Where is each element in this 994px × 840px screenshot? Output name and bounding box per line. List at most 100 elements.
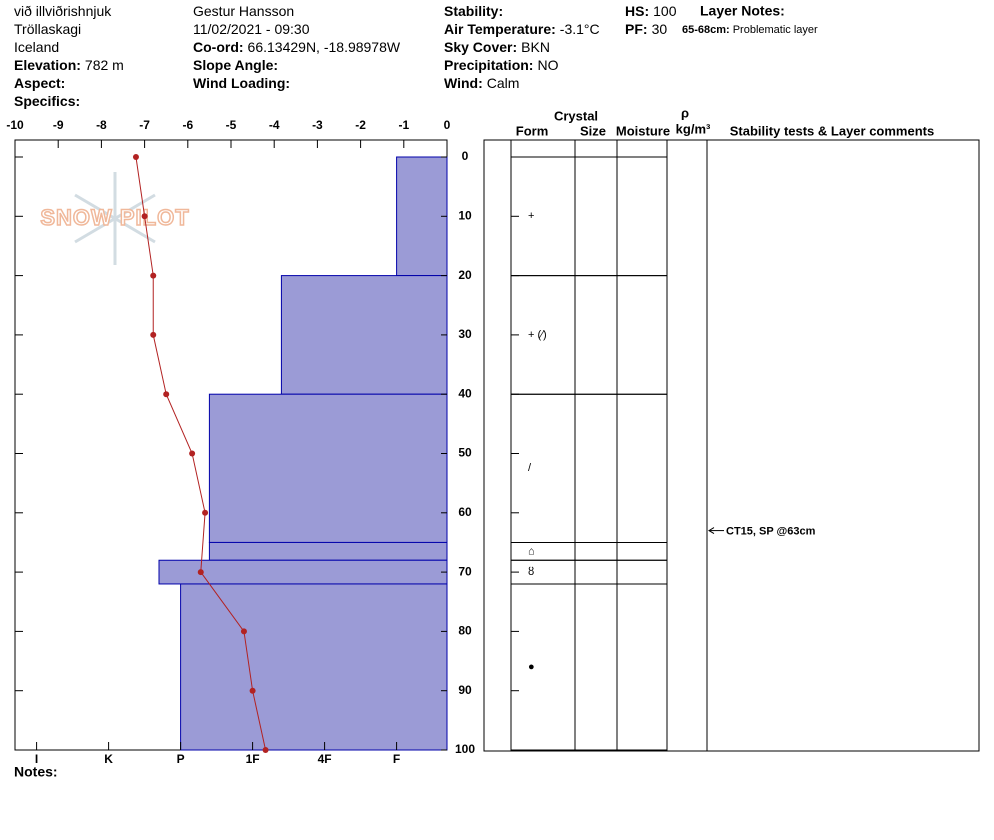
header-line: PF: 30 bbox=[625, 21, 667, 37]
header-label: Sky Cover: bbox=[444, 39, 517, 55]
y-tick-label: 60 bbox=[458, 505, 472, 519]
x-tick-label: -8 bbox=[96, 118, 107, 132]
header-value: Calm bbox=[487, 75, 520, 91]
column-header: Crystal bbox=[554, 108, 598, 123]
column-header: Stability tests & Layer comments bbox=[730, 123, 934, 138]
grain-form: ⌂ bbox=[528, 545, 535, 557]
temperature-point bbox=[249, 687, 256, 694]
layer-note-value: Problematic layer bbox=[733, 24, 818, 36]
y-tick-label: 10 bbox=[458, 208, 472, 222]
header-value: 66.13429N, -18.98978W bbox=[248, 39, 401, 55]
table-frame bbox=[483, 139, 980, 752]
hardness-bar bbox=[280, 275, 448, 395]
header-value: NO bbox=[537, 57, 558, 73]
temperature-point bbox=[189, 450, 196, 457]
header-label: Air Temperature: bbox=[444, 21, 556, 37]
layer-note: 65-68cm: Problematic layer bbox=[682, 24, 818, 36]
grain-form: ȣ bbox=[528, 566, 534, 578]
column-header: Size bbox=[580, 123, 606, 138]
hardness-bar bbox=[396, 156, 448, 277]
header-value: BKN bbox=[521, 39, 550, 55]
y-tick-label: 70 bbox=[458, 564, 472, 578]
hardness-tick-label: P bbox=[177, 752, 185, 766]
layer-note-label: 65-68cm: bbox=[682, 24, 730, 36]
y-tick-label: 20 bbox=[458, 268, 472, 282]
logo-text: SNOW PILOT bbox=[40, 205, 189, 230]
header-line: HS: 100 bbox=[625, 3, 677, 19]
header-line: Co-ord: 66.13429N, -18.98978W bbox=[193, 39, 401, 55]
layer-notes-title: Layer Notes: bbox=[700, 3, 785, 19]
y-tick-label: 100 bbox=[455, 742, 475, 756]
grain-form: + bbox=[528, 210, 534, 222]
header-label: Wind Loading: bbox=[193, 75, 290, 91]
header-line: Tröllaskagi bbox=[14, 21, 81, 37]
header-line: Elevation: 782 m bbox=[14, 57, 124, 73]
column-header: Moisture bbox=[616, 123, 670, 138]
y-tick-label: 80 bbox=[458, 624, 472, 638]
x-tick-label: -6 bbox=[182, 118, 193, 132]
header-text: við illviðrishnjuk bbox=[14, 3, 112, 19]
test-label: CT15, SP @63cm bbox=[726, 525, 816, 537]
header-value: 30 bbox=[652, 21, 668, 37]
header-line: við illviðrishnjuk bbox=[14, 3, 112, 19]
header-label: Stability: bbox=[444, 3, 503, 19]
header-line: Specifics: bbox=[14, 93, 80, 109]
header-label: Aspect: bbox=[14, 75, 65, 91]
hardness-tick-label: 1F bbox=[246, 752, 260, 766]
notes-label: Notes: bbox=[14, 764, 58, 780]
y-tick-label: 30 bbox=[458, 327, 472, 341]
hardness-bar bbox=[208, 541, 448, 561]
column-header: ρ bbox=[681, 105, 689, 120]
x-tick-label: -5 bbox=[226, 118, 237, 132]
x-tick-label: -2 bbox=[355, 118, 366, 132]
hardness-tick-label: 4F bbox=[318, 752, 332, 766]
header-label: Specifics: bbox=[14, 93, 80, 109]
header-value: 782 m bbox=[85, 57, 124, 73]
header-label: HS: bbox=[625, 3, 649, 19]
header-line: Air Temperature: -3.1°C bbox=[444, 21, 600, 37]
header-line: Iceland bbox=[14, 39, 59, 55]
hardness-tick-label: K bbox=[104, 752, 113, 766]
temperature-point bbox=[197, 569, 204, 576]
grain-form: + (⁄) bbox=[528, 329, 547, 341]
header-label: Co-ord: bbox=[193, 39, 244, 55]
temperature-point bbox=[141, 213, 148, 220]
y-tick-label: 40 bbox=[458, 386, 472, 400]
x-tick-label: -10 bbox=[6, 118, 24, 132]
hardness-tick-label: F bbox=[393, 752, 400, 766]
logo bbox=[74, 172, 156, 265]
header-text: 11/02/2021 - 09:30 bbox=[193, 21, 310, 37]
temperature-point bbox=[163, 391, 170, 398]
header-text: Tröllaskagi bbox=[14, 21, 81, 37]
temperature-point bbox=[150, 272, 157, 279]
temperature-point bbox=[262, 747, 269, 753]
header-value: 100 bbox=[653, 3, 677, 19]
x-tick-label: -1 bbox=[398, 118, 409, 132]
header-value: -3.1°C bbox=[560, 21, 600, 37]
header-text: Gestur Hansson bbox=[193, 3, 294, 19]
hardness-tick-label: I bbox=[35, 752, 38, 766]
test-arrowhead bbox=[708, 527, 715, 535]
y-tick-label: 0 bbox=[462, 149, 469, 163]
x-tick-label: -7 bbox=[139, 118, 150, 132]
header-line: Stability: bbox=[444, 3, 503, 19]
header-label: Precipitation: bbox=[444, 57, 533, 73]
header-line: Sky Cover: BKN bbox=[444, 39, 550, 55]
column-header: kg/m³ bbox=[676, 121, 711, 136]
header-line: Wind Loading: bbox=[193, 75, 290, 91]
hardness-bar bbox=[208, 393, 448, 543]
header-line: Slope Angle: bbox=[193, 57, 278, 73]
x-tick-label: -9 bbox=[53, 118, 64, 132]
temperature-point bbox=[132, 154, 139, 160]
header-line: 11/02/2021 - 09:30 bbox=[193, 21, 310, 37]
header-line: Precipitation: NO bbox=[444, 57, 559, 73]
temperature-point bbox=[202, 509, 209, 516]
grain-form: ● bbox=[528, 661, 535, 673]
column-header: Form bbox=[516, 123, 549, 138]
y-tick-label: 50 bbox=[458, 446, 472, 460]
temperature-point bbox=[150, 331, 157, 338]
header-line: Gestur Hansson bbox=[193, 3, 294, 19]
header-label: PF: bbox=[625, 21, 648, 37]
x-tick-label: -4 bbox=[269, 118, 280, 132]
